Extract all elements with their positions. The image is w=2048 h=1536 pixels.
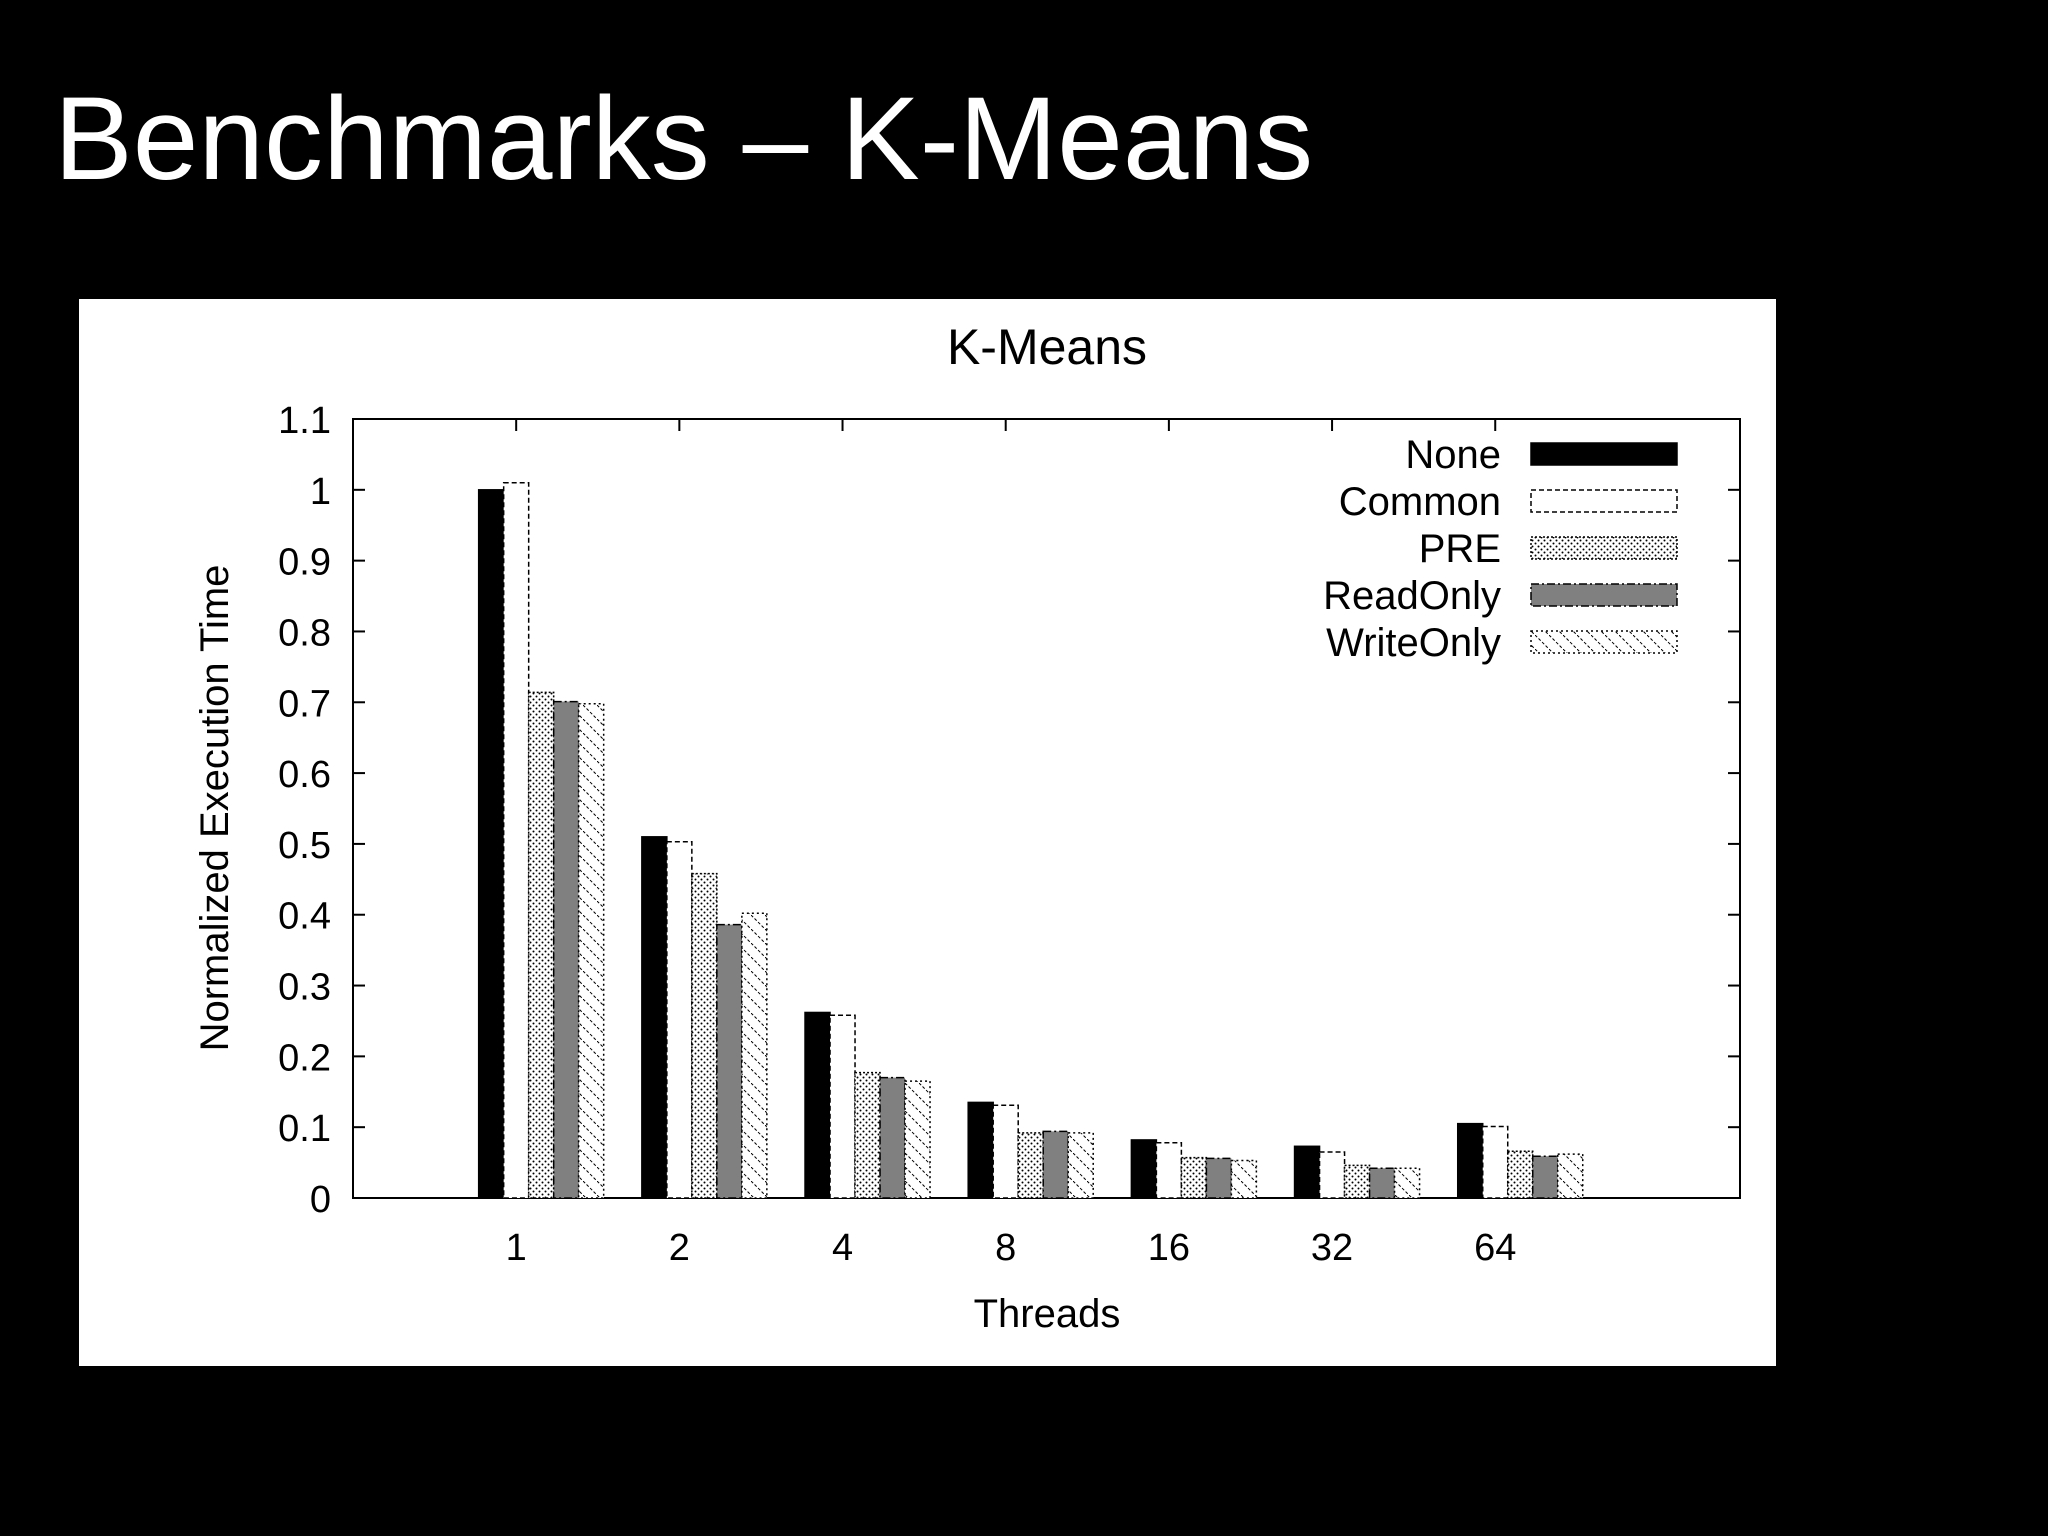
bar-none-64	[1456, 1122, 1484, 1199]
k-means-chart: K-Means Normalized Execution Time Thread…	[193, 319, 1741, 1336]
bar-writeonly-4	[904, 1080, 931, 1199]
legend-swatch-common	[1530, 489, 1678, 513]
bar-common-1	[502, 481, 530, 1199]
legend-swatch-none	[1530, 442, 1678, 466]
bar-writeonly-8	[1067, 1132, 1094, 1199]
x-tick-label: 2	[669, 1227, 690, 1269]
y-tick-label: 0.6	[278, 754, 331, 796]
bar-pre-2	[691, 872, 718, 1199]
y-tick-label: 0.3	[278, 967, 331, 1009]
y-tick-label: 0.4	[278, 896, 331, 938]
bar-none-16	[1130, 1139, 1158, 1199]
bar-writeonly-16	[1230, 1159, 1258, 1199]
y-tick-label: 0.9	[278, 542, 331, 584]
bar-readonly-1	[552, 700, 580, 1199]
bar-none-1	[477, 489, 505, 1199]
bar-common-64	[1481, 1125, 1509, 1199]
bar-writeonly-32	[1393, 1167, 1421, 1199]
bar-writeonly-1	[577, 702, 605, 1199]
legend-label-common: Common	[1339, 480, 1501, 524]
bar-none-8	[967, 1101, 994, 1199]
legend-label-pre: PRE	[1419, 527, 1501, 571]
y-tick-label: 0	[310, 1179, 331, 1221]
bar-pre-4	[854, 1071, 881, 1199]
bar-readonly-8	[1042, 1130, 1069, 1199]
bar-pre-8	[1017, 1132, 1044, 1199]
y-axis-label: Normalized Execution Time	[193, 565, 237, 1052]
bar-common-32	[1318, 1151, 1346, 1199]
legend-swatch-pre	[1530, 536, 1678, 560]
legend-label-readonly: ReadOnly	[1323, 574, 1501, 618]
bar-readonly-64	[1531, 1155, 1559, 1199]
bar-readonly-2	[716, 923, 743, 1199]
legend-swatch-writeonly	[1530, 630, 1678, 654]
y-tick-label: 0.7	[278, 683, 331, 725]
x-tick-label: 16	[1148, 1227, 1190, 1269]
bar-common-4	[829, 1014, 856, 1199]
bar-common-8	[992, 1104, 1019, 1199]
y-tick-label: 0.8	[278, 612, 331, 654]
y-tick-label: 1.1	[278, 400, 331, 442]
bar-none-32	[1293, 1145, 1321, 1199]
bar-readonly-32	[1368, 1167, 1396, 1199]
bar-readonly-16	[1205, 1157, 1233, 1199]
bar-none-4	[804, 1011, 831, 1199]
bar-pre-64	[1506, 1150, 1534, 1199]
bar-common-16	[1155, 1142, 1183, 1199]
bar-pre-32	[1343, 1164, 1371, 1199]
x-axis-label: Threads	[974, 1292, 1121, 1336]
legend-label-writeonly: WriteOnly	[1326, 621, 1501, 665]
chart-title: K-Means	[947, 319, 1147, 375]
y-tick-label: 0.5	[278, 825, 331, 867]
axis-layer: 0 0.1 0.2 0.3 0.4 0.5 0.6 0.7 0.8 0.9 1 1.1 1 2 4 8 16 32…	[278, 400, 1741, 1269]
bar-writeonly-2	[741, 912, 768, 1199]
legend-swatch-readonly	[1530, 583, 1678, 607]
bar-writeonly-64	[1556, 1153, 1584, 1199]
chart-panel: K-Means Normalized Execution Time Thread…	[79, 299, 1776, 1366]
bar-common-2	[666, 841, 693, 1199]
y-tick-label: 0.1	[278, 1108, 331, 1150]
bar-none-2	[641, 836, 668, 1199]
slide-title: Benchmarks – K-Means	[54, 73, 1314, 205]
y-tick-label: 0.2	[278, 1037, 331, 1079]
x-tick-label: 4	[832, 1227, 853, 1269]
x-tick-label: 32	[1311, 1227, 1353, 1269]
bar-readonly-4	[879, 1076, 906, 1199]
bar-pre-1	[527, 691, 555, 1199]
y-tick-label: 1	[310, 471, 331, 513]
x-tick-label: 8	[995, 1227, 1016, 1269]
legend-label-none: None	[1405, 433, 1501, 477]
x-tick-label: 64	[1474, 1227, 1516, 1269]
bars-layer	[477, 481, 1584, 1199]
bar-pre-16	[1180, 1156, 1208, 1199]
x-tick-label: 1	[506, 1227, 527, 1269]
